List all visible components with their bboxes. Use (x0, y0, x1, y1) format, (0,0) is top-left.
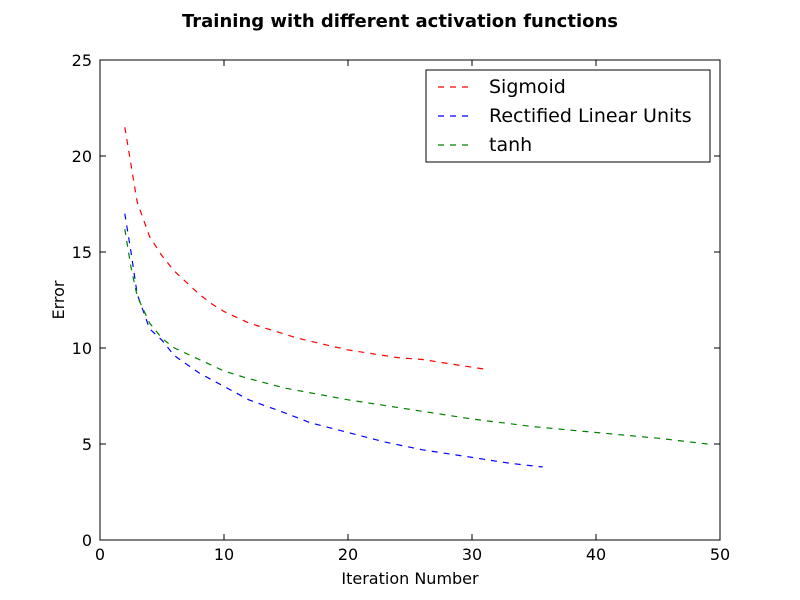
y-tick-label: 10 (72, 339, 92, 358)
y-tick-label: 20 (72, 147, 92, 166)
x-tick-label: 30 (462, 545, 482, 564)
legend-label-relu: Rectified Linear Units (489, 105, 692, 127)
x-axis-label: Iteration Number (341, 569, 479, 588)
x-tick-label: 0 (95, 545, 105, 564)
y-tick-label: 25 (72, 51, 92, 70)
legend: Sigmoid Rectified Linear Units tanh (425, 69, 711, 163)
y-tick-label: 0 (82, 531, 92, 550)
plot-area-frame (99, 59, 721, 541)
series-layer (124, 127, 708, 468)
y-tick-label: 15 (72, 243, 92, 262)
x-tick-label: 10 (214, 545, 234, 564)
y-tick-label: 5 (82, 435, 92, 454)
x-tick-label: 20 (338, 545, 358, 564)
series-line-relu (124, 213, 543, 468)
x-tick-label: 40 (586, 545, 606, 564)
ticks-layer: 0 10 20 30 40 50 0 5 10 15 20 25 (72, 51, 731, 564)
y-axis-label: Error (49, 280, 68, 319)
chart-title: Training with different activation funct… (182, 11, 618, 32)
x-tick-label: 50 (710, 545, 730, 564)
legend-label-tanh: tanh (489, 134, 532, 156)
series-line-tanh (124, 228, 708, 445)
legend-box (425, 69, 711, 163)
legend-label-sigmoid: Sigmoid (489, 76, 566, 98)
series-line-sigmoid (124, 127, 485, 370)
